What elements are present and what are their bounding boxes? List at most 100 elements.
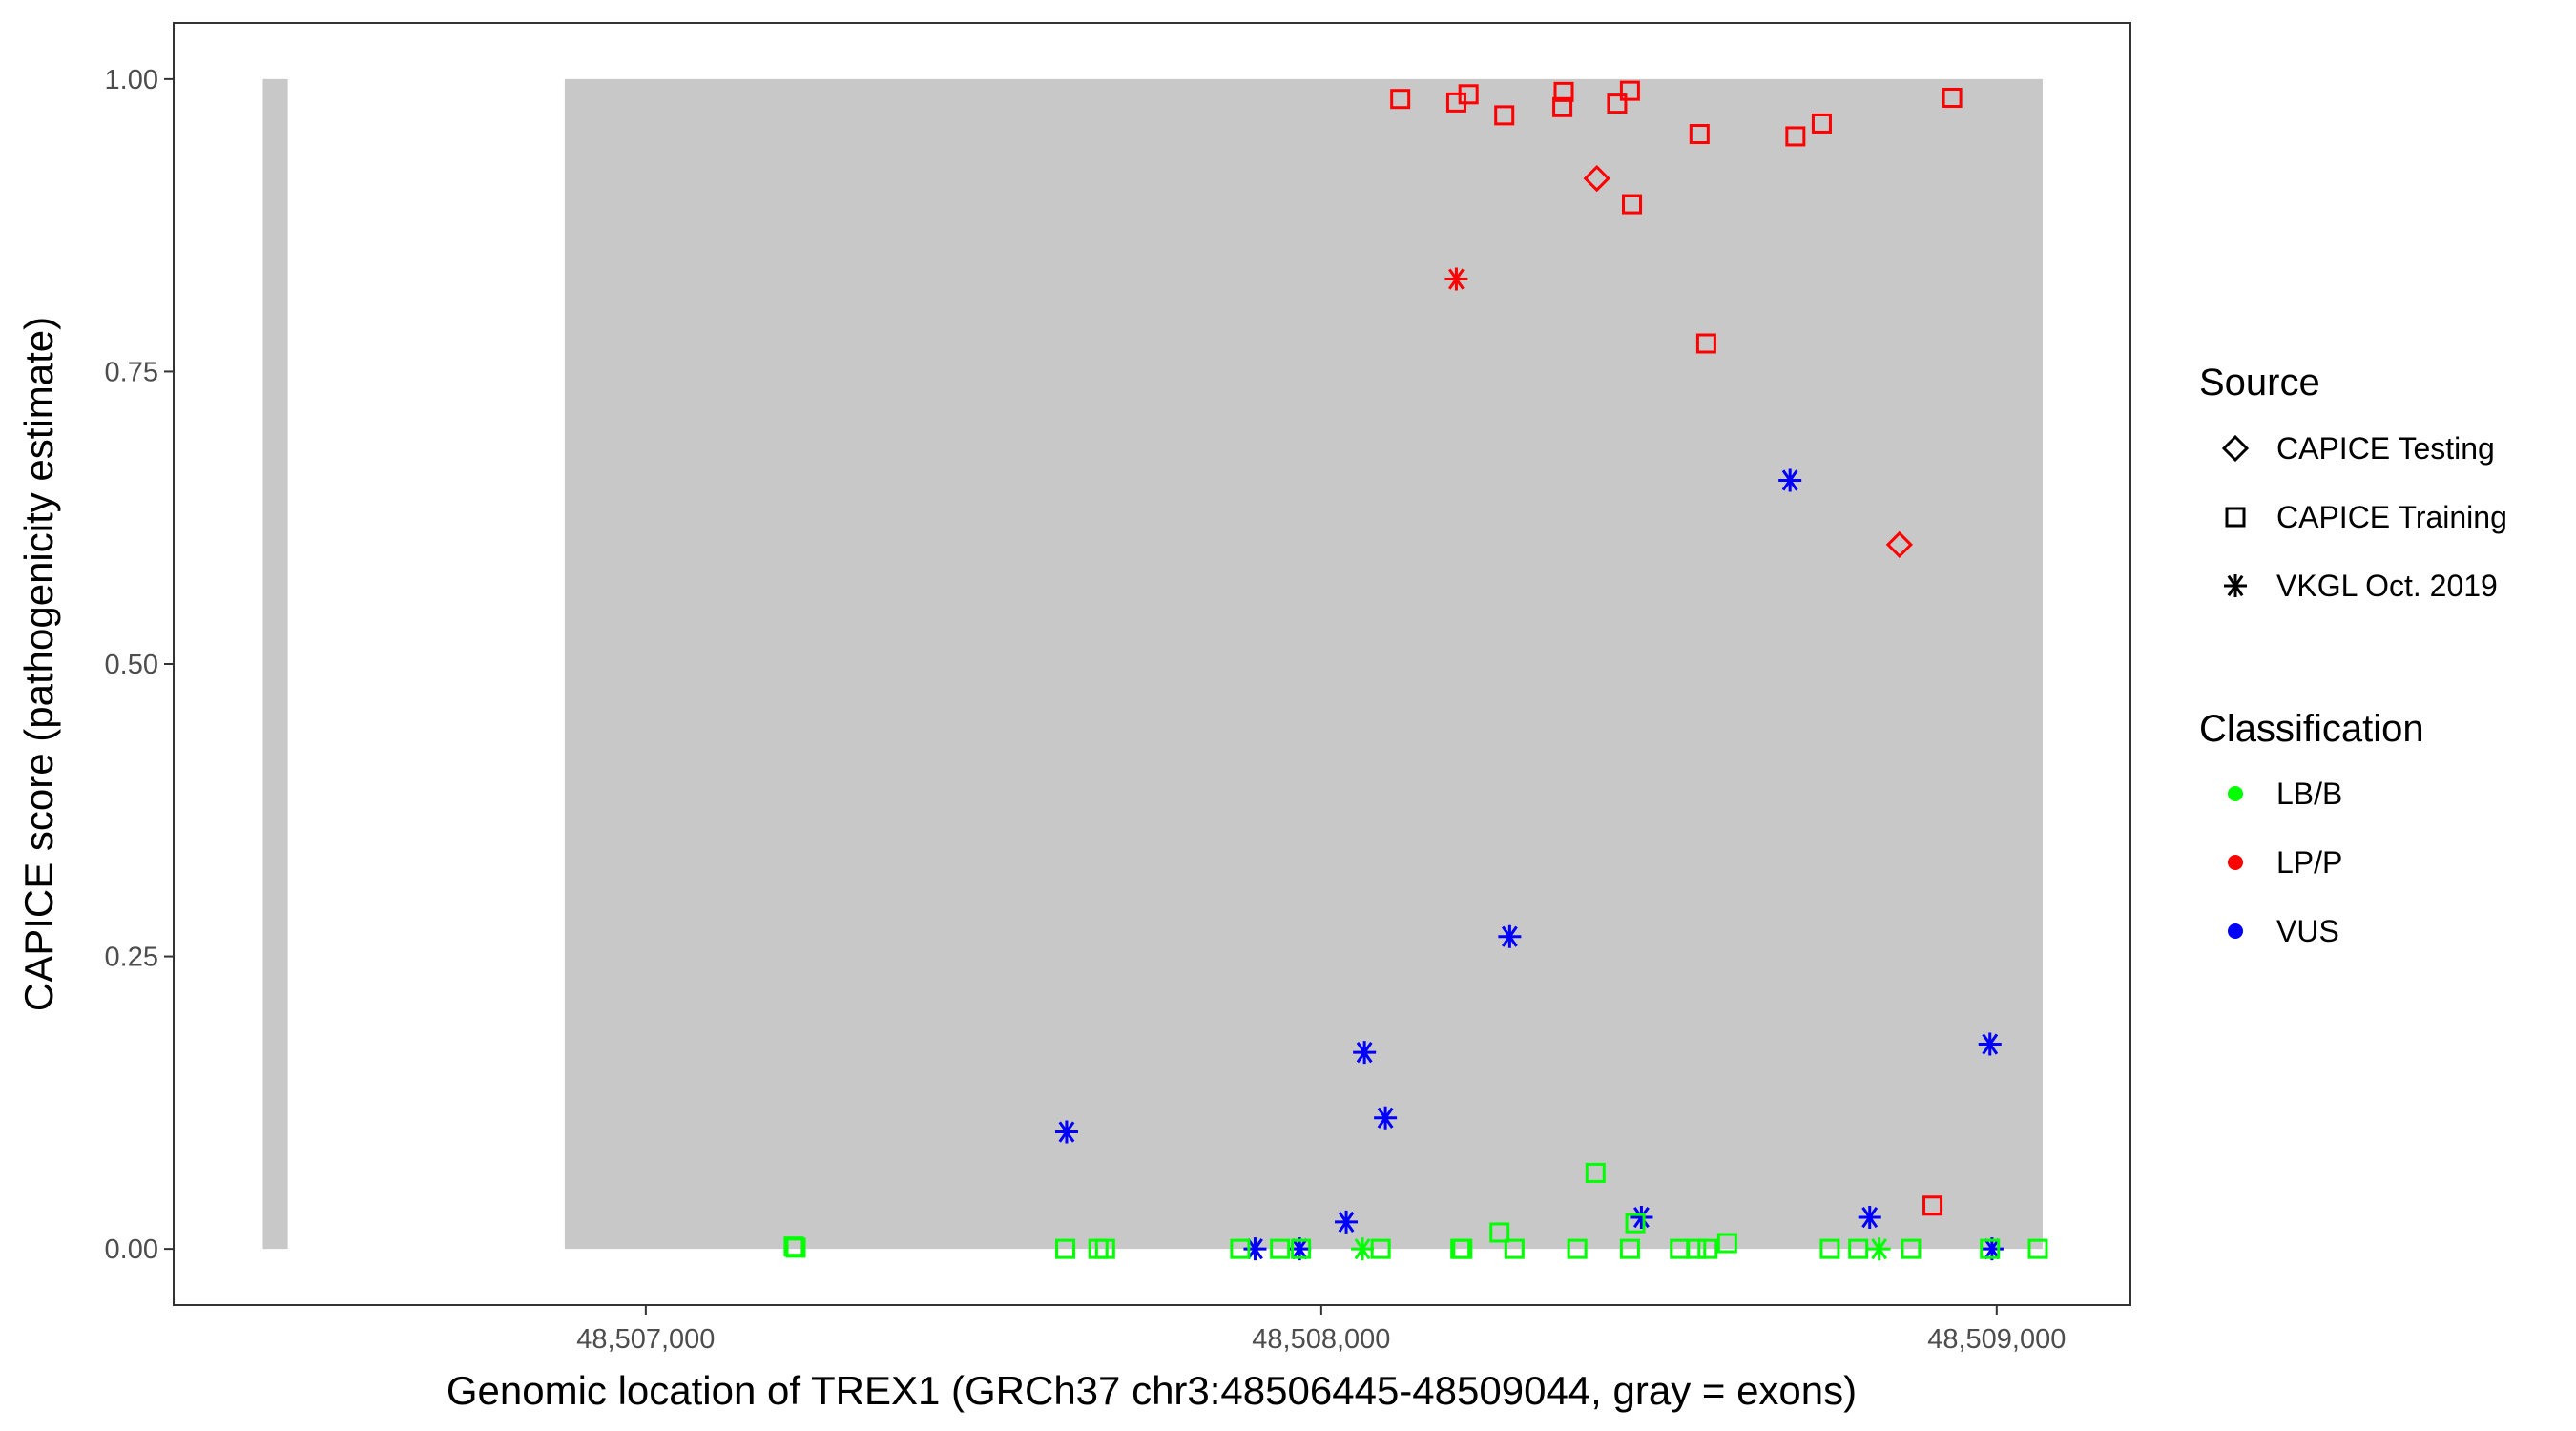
data-point <box>785 1237 806 1258</box>
data-point <box>1867 1237 1891 1261</box>
data-point <box>1942 87 1963 108</box>
data-point <box>1689 123 1710 144</box>
square-marker <box>1811 113 1832 134</box>
data-point <box>1901 1238 1922 1259</box>
x-axis-title: Genomic location of TREX1 (GRCh37 chr3:4… <box>447 1368 1857 1413</box>
asterisk-marker <box>1054 1120 1078 1144</box>
data-point <box>1619 80 1640 101</box>
square-marker <box>1494 105 1515 126</box>
data-point <box>1351 1237 1375 1261</box>
asterisk-marker <box>1978 1032 2002 1056</box>
data-point <box>1848 1238 1869 1259</box>
square-marker <box>1552 96 1573 117</box>
data-point <box>1858 1206 1881 1230</box>
square-marker <box>1567 1238 1588 1259</box>
square-marker <box>1553 81 1574 102</box>
y-tick-label: 1.00 <box>105 65 158 95</box>
asterisk-marker <box>1374 1106 1398 1130</box>
data-point <box>1819 1238 1840 1259</box>
legend-source-title: Source <box>2199 362 2320 404</box>
data-point <box>1785 126 1806 147</box>
asterisk-marker <box>1444 267 1468 291</box>
square-marker <box>1922 1195 1943 1216</box>
square-marker <box>1055 1238 1076 1259</box>
square-marker <box>1980 1238 2001 1259</box>
diamond-marker <box>1885 530 1913 559</box>
data-point <box>2027 1238 2048 1259</box>
square-marker <box>1716 1233 1737 1254</box>
data-point <box>1885 530 1913 559</box>
legend-label: CAPICE Training <box>2276 500 2507 534</box>
data-point <box>1716 1233 1737 1254</box>
data-point <box>1622 194 1643 215</box>
asterisk-marker <box>1630 1206 1653 1230</box>
x-tick-label: 48,507,000 <box>576 1324 715 1355</box>
data-point <box>1567 1238 1588 1259</box>
data-point <box>1630 1206 1653 1230</box>
data-point <box>1243 1237 1267 1261</box>
square-marker <box>2027 1238 2048 1259</box>
asterisk-marker <box>1288 1237 1312 1261</box>
square-marker <box>1390 89 1411 110</box>
diamond-marker <box>2221 434 2250 463</box>
data-point <box>1552 96 1573 117</box>
x-tick-label: 48,508,000 <box>1252 1324 1390 1355</box>
y-tick-label: 0.25 <box>105 943 158 973</box>
square-marker <box>1585 1162 1606 1183</box>
x-axis: 48,507,000 48,508,000 48,509,000 <box>576 1305 2066 1355</box>
square-marker <box>1230 1238 1251 1259</box>
data-point <box>1444 267 1468 291</box>
square-marker <box>1607 93 1628 114</box>
square-marker <box>785 1237 806 1258</box>
asterisk-marker <box>1858 1206 1881 1230</box>
square-marker <box>1619 80 1640 101</box>
asterisk-marker <box>1243 1237 1267 1261</box>
legend-key-square <box>2225 507 2246 528</box>
square-marker <box>1291 1238 1312 1259</box>
data-point <box>1489 1222 1510 1243</box>
diamond-marker <box>1583 164 1610 193</box>
legend-label: VUS <box>2276 914 2339 948</box>
asterisk-marker <box>2224 574 2247 597</box>
y-tick-label: 0.75 <box>105 357 158 387</box>
data-point <box>1585 1162 1606 1183</box>
data-point <box>1504 1238 1525 1259</box>
asterisk-marker <box>1867 1237 1891 1261</box>
square-marker <box>1270 1238 1291 1259</box>
data-point <box>1978 1032 2002 1056</box>
data-point <box>1922 1195 1943 1216</box>
data-point <box>1094 1238 1115 1259</box>
data-point <box>1353 1041 1377 1065</box>
legend-key-color <box>2228 923 2243 939</box>
data-point <box>1230 1238 1251 1259</box>
data-points <box>783 80 2048 1261</box>
exon-band <box>564 78 2043 1250</box>
square-marker <box>2225 507 2246 528</box>
square-marker <box>1848 1238 1869 1259</box>
x-tick-label: 48,509,000 <box>1927 1324 2066 1355</box>
square-marker <box>1785 126 1806 147</box>
data-point <box>1778 468 1802 492</box>
data-point <box>1270 1238 1291 1259</box>
square-marker <box>1695 333 1716 354</box>
legend-key-color <box>2228 855 2243 870</box>
data-point <box>1498 924 1522 948</box>
data-point <box>1335 1210 1359 1234</box>
data-point <box>1374 1106 1398 1130</box>
data-point <box>1980 1238 2001 1259</box>
legend-label: VKGL Oct. 2019 <box>2276 569 2498 603</box>
square-marker <box>1686 1238 1707 1259</box>
data-point <box>1980 1237 2004 1261</box>
square-marker <box>1489 1222 1510 1243</box>
legend-label: LB/B <box>2276 777 2342 811</box>
y-axis-title: CAPICE score (pathogenicity estimate) <box>16 317 61 1011</box>
y-tick-label: 0.50 <box>105 650 158 680</box>
asterisk-marker <box>1351 1237 1375 1261</box>
square-marker <box>1689 123 1710 144</box>
data-point <box>1288 1237 1312 1261</box>
data-point <box>1695 333 1716 354</box>
square-marker <box>1622 194 1643 215</box>
square-marker <box>1452 1238 1473 1259</box>
square-marker <box>1504 1238 1525 1259</box>
